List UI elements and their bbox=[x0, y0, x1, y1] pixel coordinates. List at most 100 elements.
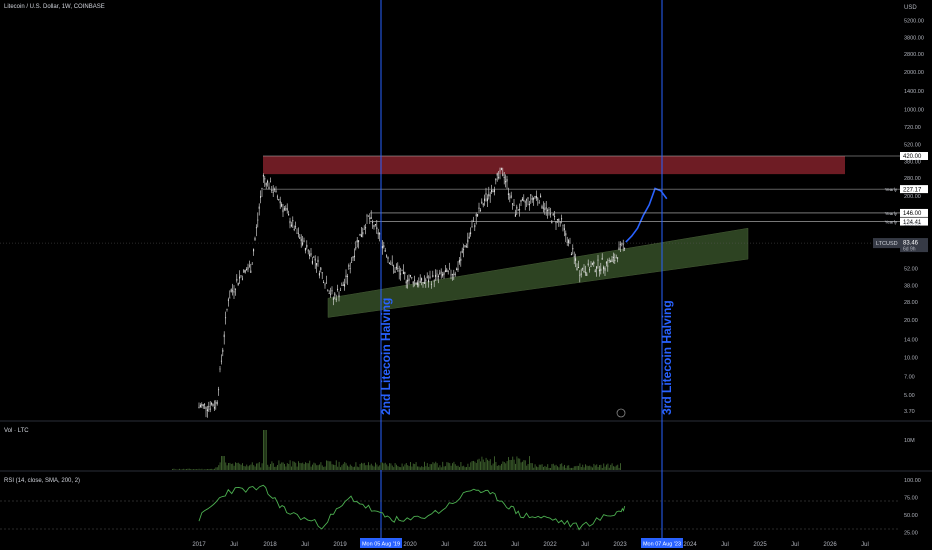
time-axis-tick: Jul bbox=[791, 542, 799, 548]
candle-body bbox=[202, 404, 204, 407]
time-axis-tick: 2017 bbox=[192, 542, 206, 548]
candle-body bbox=[412, 281, 414, 284]
volume-bar bbox=[225, 462, 227, 470]
candle-body bbox=[619, 243, 621, 245]
volume-bar bbox=[288, 464, 290, 470]
volume-bar bbox=[443, 466, 445, 470]
price-axis-tick: 720.00 bbox=[904, 125, 921, 131]
candle-body bbox=[279, 201, 281, 204]
candle-body bbox=[551, 220, 553, 224]
candle-body bbox=[471, 226, 473, 228]
volume-bar bbox=[396, 464, 397, 470]
volume-bar bbox=[296, 466, 298, 470]
price-axis-tick: 200.00 bbox=[904, 194, 921, 200]
candle-body bbox=[428, 279, 430, 283]
volume-bar bbox=[279, 463, 281, 470]
candle-body bbox=[540, 195, 542, 198]
candle-body bbox=[528, 203, 530, 206]
candle-body bbox=[288, 213, 290, 216]
time-axis-tick: Jul bbox=[511, 542, 519, 548]
volume-bar bbox=[394, 463, 396, 470]
level-value: 227.17 bbox=[903, 187, 922, 193]
candle-body bbox=[206, 409, 208, 412]
candle-body bbox=[199, 405, 201, 408]
volume-bar bbox=[404, 464, 406, 470]
candle-body bbox=[449, 268, 451, 270]
volume-bar bbox=[407, 465, 409, 470]
candle-body bbox=[475, 214, 477, 217]
candle-body bbox=[610, 261, 612, 262]
rsi-label: RSI (14, close, SMA, 200, 2) bbox=[4, 478, 81, 484]
volume-bar bbox=[403, 466, 404, 470]
volume-bar bbox=[277, 465, 278, 470]
time-axis-tick: 2025 bbox=[753, 542, 767, 548]
candle-body bbox=[516, 206, 518, 209]
candle-body bbox=[246, 269, 248, 271]
volume-bar bbox=[461, 466, 463, 470]
volume-bar bbox=[426, 463, 428, 470]
volume-bar bbox=[351, 465, 353, 470]
volume-bar bbox=[564, 464, 565, 470]
currency-label: USD bbox=[904, 5, 917, 11]
volume-bar bbox=[597, 467, 599, 470]
volume-bar bbox=[401, 463, 403, 470]
volume-bar bbox=[226, 465, 228, 470]
candle-body bbox=[544, 208, 546, 210]
volume-bar bbox=[335, 460, 337, 470]
volume-bar bbox=[265, 430, 267, 470]
volume-bar bbox=[526, 465, 528, 470]
candle-body bbox=[443, 272, 445, 275]
candle-body bbox=[295, 226, 297, 228]
candle-body bbox=[498, 176, 500, 178]
volume-bar bbox=[474, 461, 476, 470]
candle-body bbox=[500, 167, 502, 171]
rsi-path bbox=[198, 484, 626, 531]
volume-bar bbox=[495, 461, 497, 470]
volume-bar bbox=[247, 466, 249, 470]
volume-bar bbox=[491, 465, 493, 470]
candle-body bbox=[335, 298, 337, 301]
level-tag bbox=[900, 152, 928, 160]
volume-bar bbox=[239, 463, 241, 470]
candle-body bbox=[332, 298, 334, 300]
volume-bar bbox=[541, 464, 543, 470]
candle-body bbox=[278, 198, 280, 201]
candle-body bbox=[555, 220, 557, 224]
volume-bar bbox=[254, 466, 256, 470]
candle-body bbox=[302, 242, 304, 245]
candle-body bbox=[373, 224, 375, 228]
candle-body bbox=[611, 259, 613, 263]
candle-body bbox=[233, 291, 235, 293]
candle-body bbox=[292, 220, 294, 222]
volume-bar bbox=[473, 460, 474, 470]
volume-bar bbox=[349, 464, 351, 470]
volume-bar bbox=[253, 465, 255, 470]
candle-body bbox=[594, 270, 596, 273]
candle-body bbox=[230, 289, 232, 292]
level-tag bbox=[900, 185, 928, 194]
volume-bar bbox=[246, 464, 248, 470]
volume-bar bbox=[216, 467, 218, 470]
candle-body bbox=[407, 280, 409, 282]
volume-bar bbox=[195, 469, 197, 470]
candle-body bbox=[454, 273, 456, 276]
volume-bar bbox=[264, 430, 266, 470]
volume-bar bbox=[484, 462, 486, 470]
candle-body bbox=[541, 206, 543, 209]
candle-body bbox=[316, 262, 318, 266]
volume-bar bbox=[267, 464, 269, 470]
volume-bar bbox=[583, 467, 585, 470]
candle-body bbox=[289, 220, 291, 224]
time-axis-tick: 2020 bbox=[403, 542, 417, 548]
candle-body bbox=[276, 196, 278, 198]
volume-bar bbox=[200, 469, 201, 470]
volume-bar bbox=[324, 466, 326, 470]
volume-bar bbox=[197, 469, 199, 470]
candle-body bbox=[552, 214, 554, 216]
candle-body bbox=[575, 258, 577, 261]
volume-bar bbox=[328, 461, 330, 470]
candle-body bbox=[260, 196, 262, 198]
candle-body bbox=[383, 245, 385, 248]
volume-bar bbox=[358, 467, 360, 470]
